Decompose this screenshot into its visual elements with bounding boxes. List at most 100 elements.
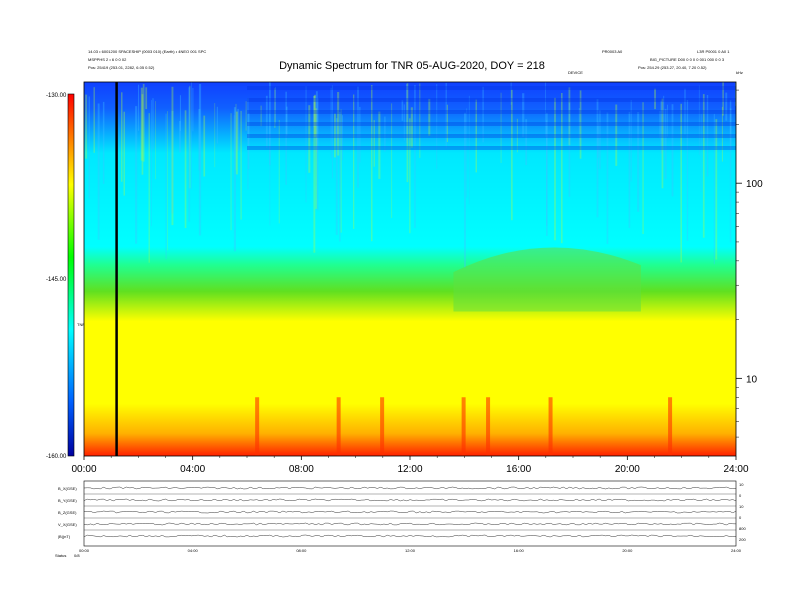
colorbar-side-label: TNR	[77, 322, 85, 327]
texture-streak	[659, 110, 661, 139]
texture-streak	[151, 100, 152, 227]
texture-streak	[269, 82, 271, 166]
texture-streak	[184, 110, 187, 228]
texture-streak	[391, 103, 393, 219]
texture-streak	[500, 92, 502, 163]
texture-streak	[419, 83, 421, 158]
texture-streak	[135, 106, 138, 244]
texture-streak	[353, 94, 355, 229]
texture-streak	[230, 113, 232, 231]
texture-streak	[341, 115, 343, 161]
texture-streak	[335, 118, 338, 235]
x-tick-label: 00:00	[71, 464, 96, 475]
texture-streak	[191, 82, 192, 190]
texture-streak	[152, 98, 154, 150]
texture-streak	[713, 113, 715, 265]
y-tick-label: 100	[746, 179, 763, 190]
texture-streak	[313, 95, 316, 253]
texture-streak	[233, 115, 235, 159]
texture-streak	[275, 86, 276, 124]
texture-streak	[93, 87, 95, 153]
colorbar-top-label: -130.00	[46, 93, 67, 99]
texture-streak	[240, 110, 242, 220]
texture-streak	[721, 106, 723, 162]
series-trace	[83, 498, 737, 502]
texture-streak	[313, 96, 316, 128]
texture-streak	[247, 113, 250, 170]
texture-streak	[85, 94, 88, 159]
spectrum-y-axis: 100 10	[736, 89, 763, 438]
lower-x-tick-label: 00:00	[79, 548, 90, 553]
series-trace	[83, 510, 737, 514]
texture-streak	[235, 103, 237, 171]
texture-streak	[265, 95, 268, 149]
texture-streak	[235, 111, 238, 175]
lower-x-tick-label: 20:00	[622, 548, 633, 553]
texture-streak	[278, 120, 280, 224]
texture-streak	[373, 120, 375, 167]
texture-streak	[637, 112, 640, 212]
texture-streak	[446, 104, 448, 142]
texture-streak	[142, 83, 145, 162]
texture-streak	[546, 112, 548, 236]
x-tick-label: 16:00	[506, 464, 531, 475]
texture-streak	[313, 94, 316, 138]
texture-streak	[315, 91, 318, 153]
colorbar-mid-label: -145.00	[46, 277, 67, 283]
x-tick-label: 04:00	[180, 464, 205, 475]
texture-streak	[189, 85, 191, 189]
texture-streak	[475, 99, 477, 173]
texture-streak	[680, 103, 682, 263]
texture-streak	[88, 96, 90, 199]
texture-stripe	[247, 98, 736, 102]
series-label: B_X(GSE)	[58, 486, 77, 491]
right-axis-label: 0	[739, 515, 742, 520]
texture-streak	[378, 111, 381, 179]
texture-streak	[522, 93, 525, 138]
series-trace	[83, 486, 737, 490]
texture-streak	[406, 83, 409, 183]
texture-streak	[260, 105, 262, 127]
texture-streak	[359, 106, 361, 163]
header-right-line3: Pos: 254.29 (253.27, 20.40, 7.20 0.52)	[638, 65, 707, 70]
right-axis-label: 10	[739, 482, 744, 487]
series-trace	[83, 534, 737, 538]
header-left-line2: MSPPHS 2 • 6 0 0 02	[88, 57, 127, 62]
lower-x-tick-label: 04:00	[188, 548, 199, 553]
texture-streak	[179, 95, 181, 131]
texture-streak	[606, 112, 609, 244]
texture-streak	[167, 111, 168, 251]
texture-streak	[642, 102, 644, 234]
series-trace	[83, 522, 737, 526]
texture-streak	[233, 107, 236, 252]
texture-burst	[380, 397, 385, 456]
texture-streak	[214, 103, 216, 168]
texture-streak	[568, 87, 571, 146]
texture-streak	[315, 108, 318, 209]
chart-title: Dynamic Spectrum for TNR 05-AUG-2020, DO…	[279, 60, 545, 72]
device-label: DEVICE	[568, 70, 583, 75]
header-right-line2: BIG_PICTURE D00 0 0 0 0 001 000 0 0 3	[650, 57, 725, 62]
colorbar-bottom-label: -160.00	[46, 454, 67, 460]
texture-streak	[245, 101, 247, 131]
khz-label: kHz	[736, 70, 743, 75]
texture-streak	[671, 104, 674, 197]
texture-streak	[198, 84, 202, 236]
texture-streak	[414, 85, 416, 229]
texture-streak	[663, 95, 665, 151]
texture-streak	[334, 113, 336, 158]
right-axis-label: 800	[739, 526, 746, 531]
texture-streak	[203, 115, 206, 177]
texture-streak	[516, 118, 518, 153]
header-left-line3: Pos: 25419 (253.01, 2282, 6.05 0.52)	[88, 65, 155, 70]
texture-burst	[486, 397, 491, 456]
lower-x-tick-label: 12:00	[405, 548, 416, 553]
texture-streak	[357, 86, 359, 188]
series-label: V_X(GSE)	[58, 522, 77, 527]
texture-streak	[138, 84, 140, 131]
footer-label: Status	[55, 553, 66, 558]
texture-streak	[140, 87, 143, 161]
texture-streak	[468, 95, 470, 205]
texture-streak	[145, 87, 148, 110]
